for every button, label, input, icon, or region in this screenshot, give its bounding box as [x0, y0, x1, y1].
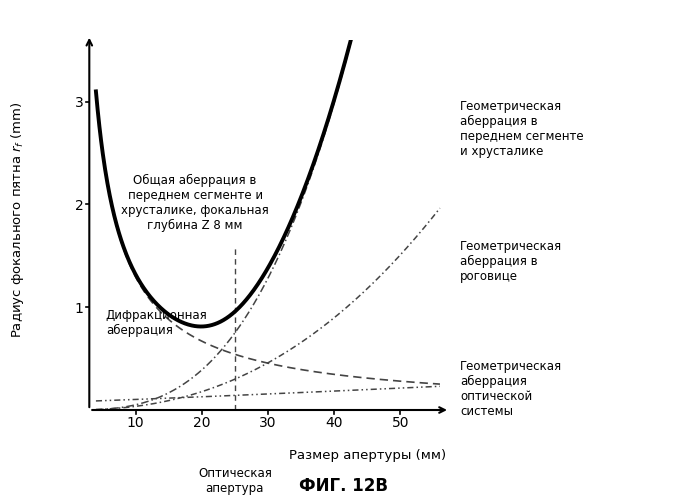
Text: Геометрическая
аберрация
оптической
системы: Геометрическая аберрация оптической сист…	[460, 360, 563, 418]
Text: ФИГ. 12В: ФИГ. 12В	[299, 477, 388, 495]
Text: Общая аберрация в
переднем сегменте и
хрусталике, фокальная
глубина Z 8 мм: Общая аберрация в переднем сегменте и хр…	[122, 174, 269, 232]
Text: Геометрическая
аберрация в
роговице: Геометрическая аберрация в роговице	[460, 240, 563, 283]
Text: Дифракционная
аберрация: Дифракционная аберрация	[106, 310, 207, 338]
Text: Оптическая
апертура: Оптическая апертура	[198, 466, 272, 494]
Text: Радиус фокального пятна $r_f$ (mm): Радиус фокального пятна $r_f$ (mm)	[9, 102, 25, 338]
Text: Размер апертуры (мм): Размер апертуры (мм)	[289, 449, 447, 462]
Text: Геометрическая
аберрация в
переднем сегменте
и хрусталике: Геометрическая аберрация в переднем сегм…	[460, 100, 584, 158]
